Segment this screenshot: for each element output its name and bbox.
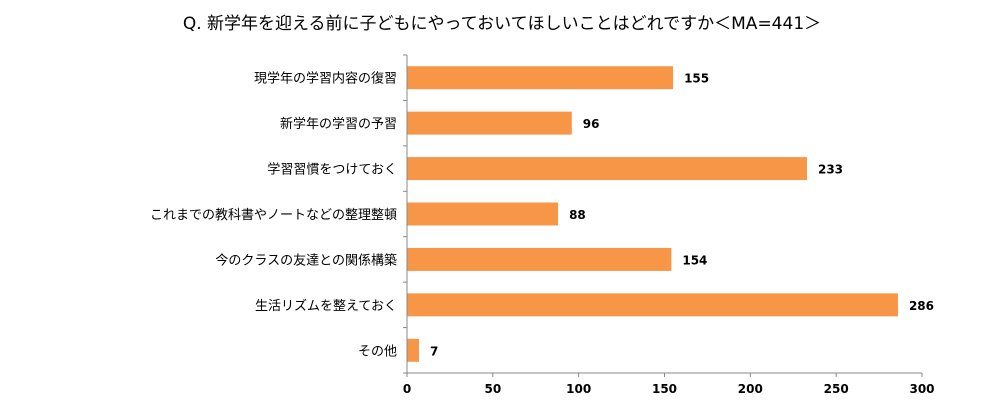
x-tick-label-6: 300	[909, 382, 934, 396]
category-labels: 現学年の学習内容の復習新学年の学習の予習学習習慣をつけておくこれまでの教科書やノ…	[150, 71, 397, 360]
value-label-4: 154	[682, 253, 707, 267]
bar-3	[407, 202, 559, 226]
value-label-5: 286	[909, 299, 934, 313]
x-tick-label-4: 200	[738, 382, 763, 396]
value-label-2: 233	[818, 163, 843, 177]
value-label-0: 155	[684, 72, 709, 86]
category-label-6: その他	[358, 344, 397, 359]
x-tick-label-3: 150	[652, 382, 677, 396]
axes-group: 0 50 100 150 200 250 300	[403, 54, 935, 396]
value-labels: 155 96 233 88 154 286 7	[430, 72, 934, 359]
category-label-2: 学習習慣をつけておく	[267, 162, 397, 178]
x-tick-label-0: 0	[403, 382, 411, 396]
category-label-3: これまでの教科書やノートなどの整理整頓	[150, 207, 397, 223]
bar-0	[407, 66, 674, 90]
value-label-6: 7	[430, 344, 438, 358]
bar-4	[407, 247, 672, 271]
bars-group	[407, 66, 898, 362]
category-label-4: 今のクラスの友達との関係構築	[215, 252, 397, 268]
x-tick-label-1: 50	[484, 382, 501, 396]
x-tick-label-2: 100	[566, 382, 591, 396]
bar-6	[407, 338, 420, 362]
chart-title: Q. 新学年を迎える前に子どもにやっておいてほしいことはどれですか＜MA=441…	[182, 14, 822, 34]
x-tick-label-5: 250	[824, 382, 849, 396]
category-label-5: 生活リズムを整えておく	[255, 298, 397, 314]
category-label-1: 新学年の学習の予習	[280, 116, 397, 132]
value-label-3: 88	[569, 208, 586, 222]
bar-5	[407, 293, 898, 317]
bar-1	[407, 111, 572, 135]
category-label-0: 現学年の学習内容の復習	[254, 71, 397, 87]
value-label-1: 96	[583, 117, 600, 131]
bar-2	[407, 157, 807, 181]
